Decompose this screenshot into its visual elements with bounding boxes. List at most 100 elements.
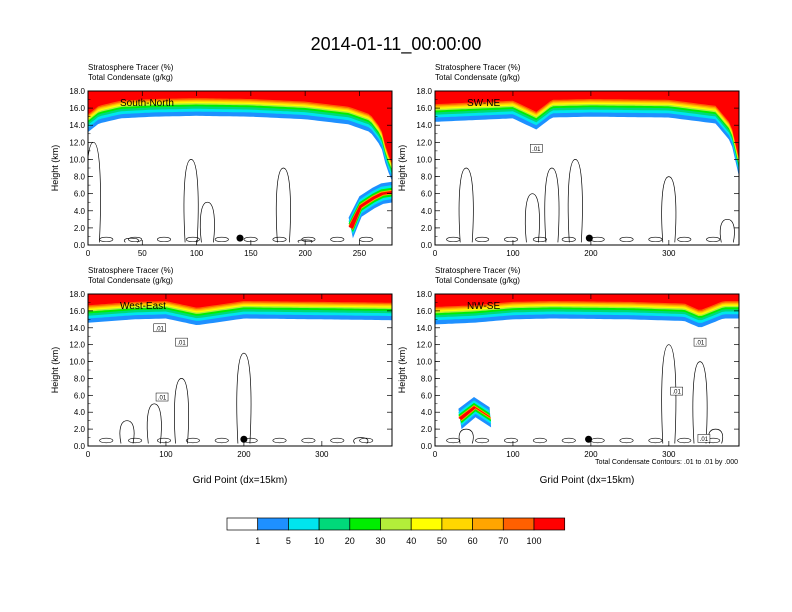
colorbar-swatch bbox=[533, 517, 566, 531]
x-tick-label: 300 bbox=[662, 249, 676, 258]
condensate-contour bbox=[677, 437, 692, 444]
colorbar-label: 10 bbox=[314, 536, 324, 546]
x-tick-label: 100 bbox=[506, 249, 520, 258]
condensate-contour bbox=[648, 437, 663, 444]
condensate-contour bbox=[214, 437, 229, 444]
x-tick-label: 150 bbox=[244, 249, 258, 258]
y-tick-label: 14.0 bbox=[69, 121, 85, 130]
y-tick-label: 6.0 bbox=[421, 391, 433, 400]
contour-label-box bbox=[530, 144, 543, 153]
x-tick-label: 100 bbox=[159, 450, 173, 459]
condensate-contour bbox=[458, 428, 474, 444]
x-tick-label: 300 bbox=[315, 450, 329, 459]
contour-footnote: Total Condensate Contours: .01 to .01 by… bbox=[595, 459, 738, 466]
colorbar-swatch bbox=[257, 517, 289, 531]
condensate-contour bbox=[619, 236, 634, 243]
condensate-contour bbox=[157, 236, 171, 243]
panel-name-label: NW-SE bbox=[467, 301, 500, 312]
y-tick-label: 10.0 bbox=[69, 358, 85, 367]
y-tick-label: 16.0 bbox=[69, 104, 85, 113]
tracer-band-100 bbox=[435, 294, 739, 310]
panel-subtitle: Total Condensate (g/kg) bbox=[88, 276, 173, 285]
y-tick-label: 12.0 bbox=[416, 341, 432, 350]
colorbar-label: 40 bbox=[406, 536, 416, 546]
condensate-contour bbox=[272, 236, 287, 243]
condensate-contour bbox=[128, 236, 143, 243]
colorbar-swatch bbox=[502, 517, 535, 531]
tracer-band-100 bbox=[435, 91, 739, 159]
panel-subtitle: Total Condensate (g/kg) bbox=[435, 73, 520, 82]
y-tick-label: 14.0 bbox=[416, 121, 432, 130]
panel-subtitle: Total Condensate (g/kg) bbox=[88, 73, 173, 82]
tracer-band-100 bbox=[88, 294, 392, 308]
colorbar-swatch bbox=[288, 517, 320, 531]
condensate-contour bbox=[504, 236, 518, 243]
y-tick-label: 0.0 bbox=[74, 442, 86, 451]
condensate-contour bbox=[532, 437, 547, 444]
y-tick-label: 16.0 bbox=[69, 307, 85, 316]
condensate-contour bbox=[157, 437, 171, 444]
x-tick-label: 50 bbox=[138, 249, 147, 258]
contour-label-box bbox=[697, 434, 711, 443]
condensate-contour bbox=[183, 159, 199, 243]
panel-subtitle: Stratosphere Tracer (%) bbox=[88, 266, 174, 275]
y-tick-label: 0.0 bbox=[421, 442, 433, 451]
panel-2: Stratosphere Tracer (%)Total Condensate … bbox=[397, 63, 740, 258]
colorbar-label: 1 bbox=[255, 536, 260, 546]
x-tick-label: 250 bbox=[353, 249, 367, 258]
contour-label-box bbox=[175, 337, 188, 347]
condensate-contour bbox=[99, 236, 114, 243]
plot-area: .01 .01 .01 NW-SE bbox=[435, 294, 739, 446]
y-tick-label: 18.0 bbox=[69, 87, 85, 96]
station-marker bbox=[240, 435, 248, 443]
x-tick-label: 100 bbox=[506, 450, 520, 459]
panel-subtitle: Total Condensate (g/kg) bbox=[435, 276, 520, 285]
x-tick-label: 200 bbox=[584, 450, 598, 459]
panel-subtitle: Stratosphere Tracer (%) bbox=[435, 63, 521, 72]
condensate-contour bbox=[475, 437, 490, 444]
condensate-contour bbox=[146, 403, 162, 444]
secondary-plume-band bbox=[458, 400, 492, 426]
x-tick-label: 0 bbox=[433, 249, 438, 258]
contour-label: .01 bbox=[532, 147, 541, 153]
panel-name-label: West-East bbox=[120, 301, 166, 312]
colorbar-swatch bbox=[441, 517, 473, 531]
secondary-plume-band bbox=[458, 402, 492, 424]
condensate-contour bbox=[475, 236, 490, 243]
x-tick-label: 0 bbox=[86, 249, 91, 258]
y-axis-label: Height (km) bbox=[397, 145, 407, 192]
x-tick-label: 100 bbox=[190, 249, 204, 258]
y-axis-label: Height (km) bbox=[50, 145, 60, 192]
condensate-contour bbox=[719, 218, 735, 243]
y-tick-label: 4.0 bbox=[74, 408, 86, 417]
contour-label: .01 bbox=[158, 396, 167, 402]
y-tick-label: 10.0 bbox=[69, 155, 85, 164]
secondary-plume-band bbox=[458, 406, 492, 420]
colorbar-label: 60 bbox=[468, 536, 478, 546]
condensate-contour bbox=[648, 236, 663, 243]
condensate-contour bbox=[677, 236, 692, 243]
y-tick-label: 12.0 bbox=[69, 341, 85, 350]
y-tick-label: 8.0 bbox=[421, 374, 433, 383]
y-tick-label: 4.0 bbox=[421, 207, 433, 216]
condensate-contour bbox=[619, 437, 634, 444]
contour-label-box bbox=[670, 386, 683, 396]
contour-label: .01 bbox=[672, 390, 681, 396]
condensate-contour bbox=[99, 437, 114, 444]
y-axis-label: Height (km) bbox=[50, 347, 60, 394]
condensate-contour bbox=[567, 159, 583, 243]
condensate-contour bbox=[199, 201, 215, 243]
condensate-contour bbox=[119, 420, 135, 444]
colorbar-swatch bbox=[380, 517, 412, 531]
colorbar-label: 20 bbox=[345, 536, 355, 546]
x-axis-label: Grid Point (dx=15km) bbox=[540, 475, 635, 486]
y-tick-label: 16.0 bbox=[416, 104, 432, 113]
plot-area: .01 SW-NE bbox=[435, 91, 739, 245]
y-tick-label: 0.0 bbox=[74, 241, 86, 250]
tracer-band-10 bbox=[88, 91, 392, 174]
condensate-contour bbox=[661, 344, 677, 444]
condensate-contour bbox=[504, 437, 518, 444]
condensate-contour bbox=[561, 437, 576, 444]
y-tick-label: 2.0 bbox=[421, 224, 433, 233]
y-tick-label: 4.0 bbox=[74, 207, 86, 216]
